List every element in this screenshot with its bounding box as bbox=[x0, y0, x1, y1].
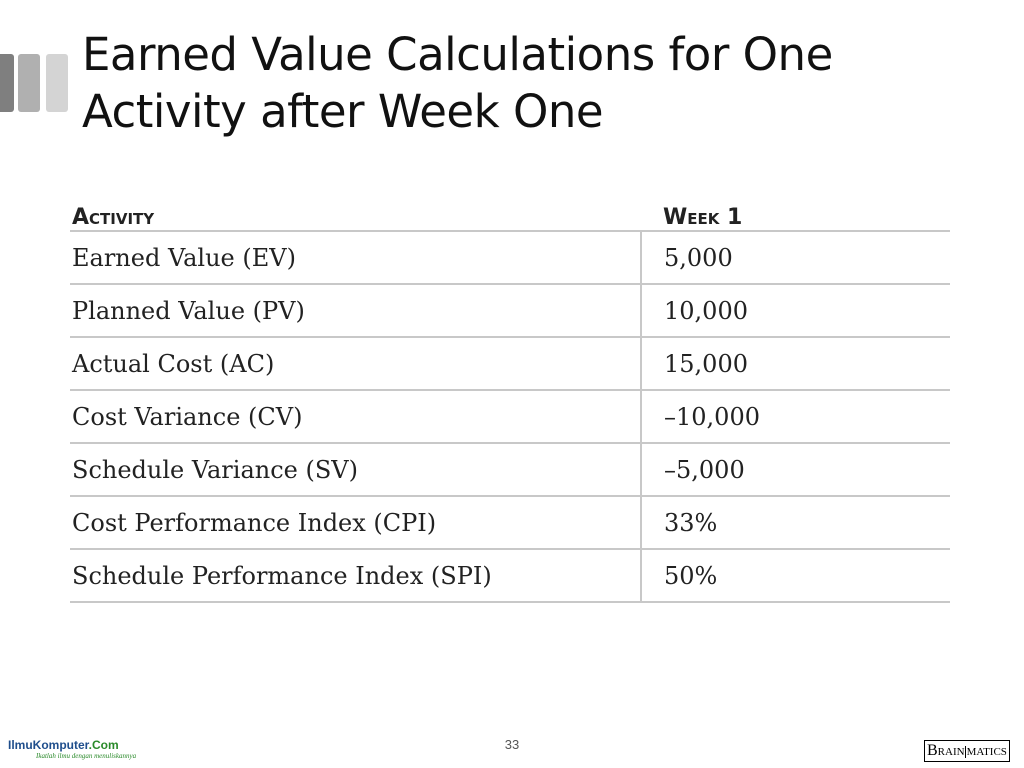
row-value: 10,000 bbox=[640, 284, 950, 338]
decor-bar-light bbox=[46, 54, 68, 112]
logo-tagline: Ikatlah ilmu dengan menuliskannya bbox=[36, 752, 137, 760]
ilmukomputer-logo: IlmuKomputer.Com Ikatlah ilmu dengan men… bbox=[8, 738, 137, 762]
logo-name: IlmuKomputer.Com bbox=[8, 738, 128, 752]
row-value: –10,000 bbox=[640, 390, 950, 444]
row-label: Actual Cost (AC) bbox=[70, 337, 641, 391]
row-value: 50% bbox=[640, 549, 950, 603]
table-row: Cost Performance Index (CPI) 33% bbox=[70, 496, 950, 550]
table-header-row: Activity Week 1 bbox=[70, 204, 950, 232]
logo-name-suffix: .Com bbox=[88, 738, 119, 752]
row-label: Cost Performance Index (CPI) bbox=[70, 496, 641, 550]
earned-value-table: Activity Week 1 Earned Value (EV) 5,000 … bbox=[70, 204, 950, 603]
earned-value-table-container: Activity Week 1 Earned Value (EV) 5,000 … bbox=[70, 204, 950, 603]
row-label: Schedule Performance Index (SPI) bbox=[70, 549, 641, 603]
page-number: 33 bbox=[504, 737, 520, 752]
logo-part-3: MATICS bbox=[964, 746, 1007, 758]
row-label: Schedule Variance (SV) bbox=[70, 443, 641, 497]
logo-part-2: RAIN bbox=[937, 746, 965, 758]
table-row: Cost Variance (CV) –10,000 bbox=[70, 390, 950, 444]
row-value: 15,000 bbox=[640, 337, 950, 391]
logo-name-main: IlmuKomputer bbox=[8, 738, 89, 752]
table-row: Actual Cost (AC) 15,000 bbox=[70, 337, 950, 391]
row-value: 33% bbox=[640, 496, 950, 550]
brainmatics-logo: BRAIN MATICS bbox=[924, 740, 1010, 762]
table-row: Planned Value (PV) 10,000 bbox=[70, 284, 950, 338]
decor-bar-dark bbox=[0, 54, 14, 112]
logo-part-1: B bbox=[927, 742, 938, 759]
table-row: Earned Value (EV) 5,000 bbox=[70, 231, 950, 285]
decor-bar-mid bbox=[18, 54, 40, 112]
row-label: Cost Variance (CV) bbox=[70, 390, 641, 444]
row-label: Earned Value (EV) bbox=[70, 231, 641, 285]
table-row: Schedule Performance Index (SPI) 50% bbox=[70, 549, 950, 603]
row-value: 5,000 bbox=[640, 231, 950, 285]
row-value: –5,000 bbox=[640, 443, 950, 497]
table-row: Schedule Variance (SV) –5,000 bbox=[70, 443, 950, 497]
row-label: Planned Value (PV) bbox=[70, 284, 641, 338]
slide-title: Earned Value Calculations for One Activi… bbox=[82, 28, 833, 138]
header-activity: Activity bbox=[70, 204, 641, 232]
header-week-1: Week 1 bbox=[641, 204, 950, 232]
